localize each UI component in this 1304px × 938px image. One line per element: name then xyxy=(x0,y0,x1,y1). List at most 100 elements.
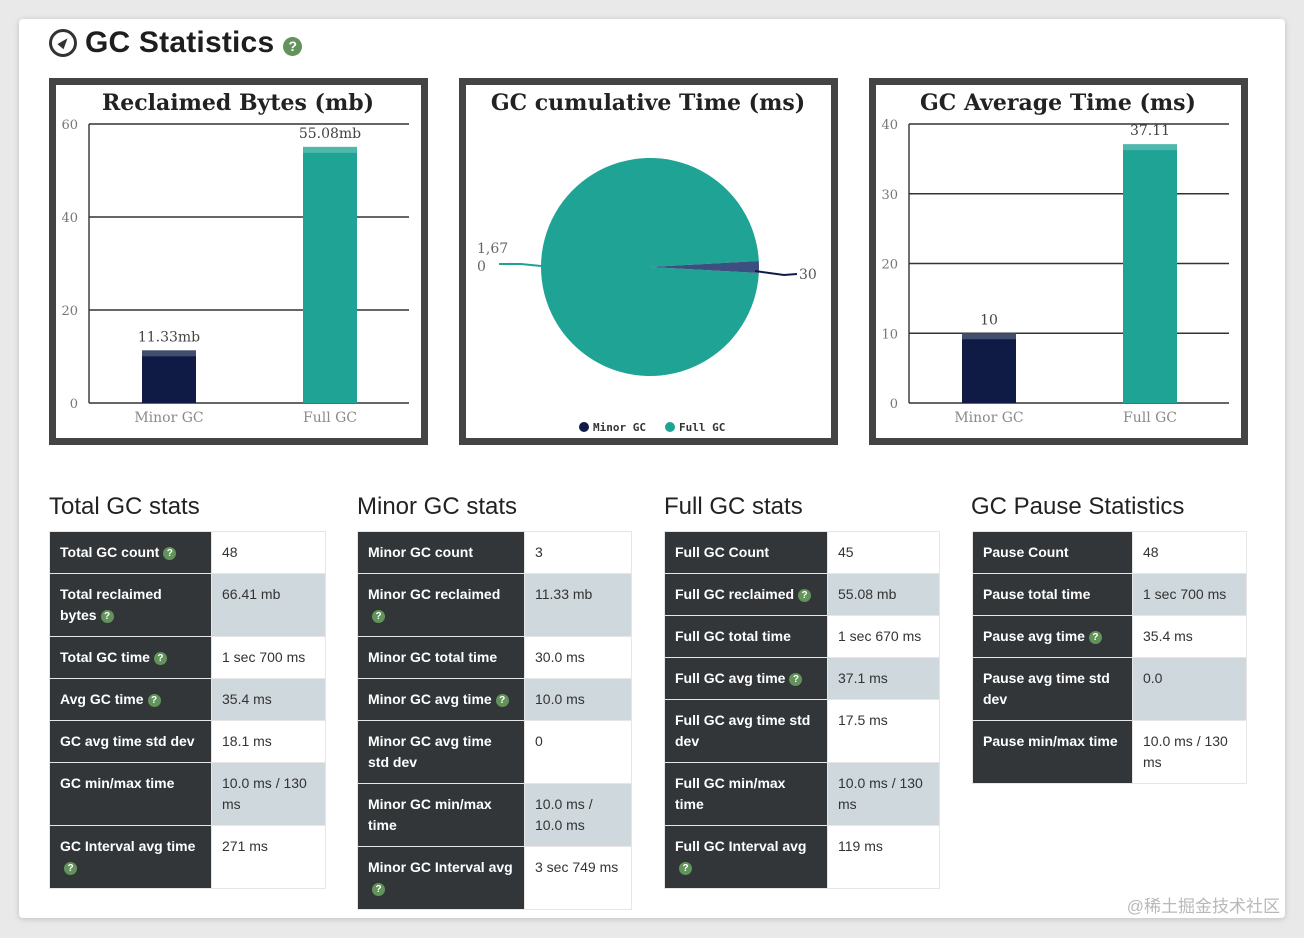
stat-name: Minor GC total time xyxy=(357,636,525,679)
pie-label-minor: 30 xyxy=(799,267,817,283)
x-tick-label: Full GC xyxy=(303,410,357,426)
legend-marker-minor-gc xyxy=(579,422,589,432)
stat-name: Minor GC count xyxy=(357,531,525,574)
stat-name: Minor GC avg time std dev xyxy=(357,720,525,784)
table-row: Pause total time 1 sec 700 ms xyxy=(972,573,1247,616)
y-tick-label: 10 xyxy=(881,327,898,342)
total-gc-stats-table: Total GC count? 48 Total reclaimed bytes? 6… xyxy=(49,531,326,889)
question-circle-icon[interactable]: ? xyxy=(163,546,177,560)
stat-name: GC Interval avg time? xyxy=(49,825,212,889)
stat-name: Full GC Interval avg? xyxy=(664,825,828,889)
table-row: Pause avg time std dev 0.0 xyxy=(972,657,1247,721)
stat-name-label: Pause total time xyxy=(983,586,1091,602)
x-tick-label: Full GC xyxy=(1123,410,1177,426)
stat-value: 45 xyxy=(827,531,940,574)
stat-value: 10.0 ms / 130 ms xyxy=(1132,720,1247,784)
pie-slice-full-gc xyxy=(541,158,759,376)
table-row: Minor GC total time 30.0 ms xyxy=(357,636,632,679)
stat-name-label: Minor GC min/max time xyxy=(368,796,492,833)
data-label: 11.33mb xyxy=(138,329,200,345)
stat-value: 18.1 ms xyxy=(211,720,326,763)
y-tick-label: 20 xyxy=(61,304,78,319)
question-circle-icon[interactable]: ? xyxy=(153,651,167,665)
stat-name-label: Full GC Count xyxy=(675,544,770,560)
cumulative-time-svg: GC cumulative Time (ms) 30 1,67 0 Minor GC Fu… xyxy=(477,90,817,434)
page-title: GC Statistics xyxy=(85,26,275,59)
question-circle-icon[interactable]: ? xyxy=(283,36,303,56)
chart-title: GC cumulative Time (ms) xyxy=(491,90,805,116)
full-gc-stats-table: Full GC Count 45 Full GC reclaimed? 55.08 m… xyxy=(664,531,940,889)
x-tick-label: Minor GC xyxy=(134,410,203,426)
table-row: Total reclaimed bytes? 66.41 mb xyxy=(49,573,326,637)
label-leader-minor xyxy=(754,270,798,277)
table-row: GC avg time std dev 18.1 ms xyxy=(49,720,326,763)
stat-name: Minor GC min/max time xyxy=(357,783,525,847)
chart-title: GC Average Time (ms) xyxy=(920,90,1196,116)
question-circle-icon[interactable]: ? xyxy=(495,693,509,707)
table-row: Minor GC reclaimed? 11.33 mb xyxy=(357,573,632,637)
legend-marker-full-gc xyxy=(665,422,675,432)
stat-name-label: Avg GC time xyxy=(60,691,144,707)
question-circle-icon[interactable]: ? xyxy=(679,861,692,875)
stat-name-label: Full GC min/max time xyxy=(675,775,786,812)
stat-name-label: Minor GC reclaimed xyxy=(368,586,501,602)
stat-name-label: Full GC reclaimed xyxy=(675,586,795,602)
stat-name-label: Total reclaimed bytes xyxy=(60,586,162,623)
table-row: Full GC Interval avg? 119 ms xyxy=(664,825,940,889)
table-row: Total GC count? 48 xyxy=(49,531,326,574)
stat-name-label: Total GC count xyxy=(60,544,160,560)
table-row: Minor GC min/max time 10.0 ms / 10.0 ms xyxy=(357,783,632,847)
stat-value: 11.33 mb xyxy=(524,573,632,637)
stat-name-label: Minor GC avg time std dev xyxy=(368,733,492,770)
data-label: 37.11 xyxy=(1130,123,1170,139)
question-circle-icon[interactable]: ? xyxy=(372,882,385,896)
y-tick-label: 0 xyxy=(70,397,78,412)
stat-value: 271 ms xyxy=(211,825,326,889)
stat-value: 48 xyxy=(211,531,326,574)
question-circle-icon[interactable]: ? xyxy=(64,861,77,875)
y-tick-label: 20 xyxy=(881,258,898,273)
question-circle-icon[interactable]: ? xyxy=(100,609,114,623)
table-row: Minor GC avg time? 10.0 ms xyxy=(357,678,632,721)
question-circle-icon[interactable]: ? xyxy=(1088,630,1102,644)
stat-name-label: Minor GC total time xyxy=(368,649,498,665)
stat-value: 10.0 ms / 130 ms xyxy=(827,762,940,826)
stat-name-label: Minor GC Interval avg xyxy=(368,859,513,875)
stat-name-label: GC avg time std dev xyxy=(60,733,195,749)
stat-name-label: GC Interval avg time xyxy=(60,838,196,854)
pie-label-full-line2: 0 xyxy=(477,259,486,275)
bar-full-gc xyxy=(1123,144,1177,403)
legend-label-minor-gc: Minor GC xyxy=(593,421,646,434)
stat-value: 119 ms xyxy=(827,825,940,889)
gc-pause-stats-table: Pause Count 48 Pause total time 1 sec 700 m… xyxy=(972,531,1247,784)
stat-name: Total GC time? xyxy=(49,636,212,679)
table-row: GC Interval avg time? 271 ms xyxy=(49,825,326,889)
stat-name: Avg GC time? xyxy=(49,678,212,721)
stat-value: 1 sec 700 ms xyxy=(1132,573,1247,616)
stat-name-label: Full GC avg time xyxy=(675,670,786,686)
label-leader-full xyxy=(499,263,542,267)
bar-highlight xyxy=(962,333,1016,340)
data-label: 10 xyxy=(980,312,998,328)
question-circle-icon[interactable]: ? xyxy=(798,588,812,602)
stat-value: 0 xyxy=(524,720,632,784)
question-circle-icon[interactable]: ? xyxy=(147,693,161,707)
gc-pause-stats-title: GC Pause Statistics xyxy=(971,493,1185,520)
watermark: @稀土掘金技术社区 xyxy=(1126,897,1280,916)
question-circle-icon[interactable]: ? xyxy=(789,672,803,686)
data-label: 55.08mb xyxy=(299,126,361,142)
stat-value: 66.41 mb xyxy=(211,573,326,637)
bar-highlight xyxy=(1123,144,1177,151)
stat-name: Full GC min/max time xyxy=(664,762,828,826)
question-circle-icon[interactable]: ? xyxy=(372,609,385,623)
stat-name: Full GC Count xyxy=(664,531,828,574)
bar-minor-gc xyxy=(142,350,196,403)
stat-name: Pause min/max time xyxy=(972,720,1133,784)
stat-value: 10.0 ms / 10.0 ms xyxy=(524,783,632,847)
compass-icon xyxy=(49,29,77,57)
stat-value: 37.1 ms xyxy=(827,657,940,700)
pie-slice-minor-gc xyxy=(650,260,759,274)
table-row: Full GC avg time? 37.1 ms xyxy=(664,657,940,700)
minor-gc-stats-table: Minor GC count 3 Minor GC reclaimed? 11.33 … xyxy=(357,531,632,910)
gc-statistics-card: GC Statistics ? Reclaimed Bytes (mb) 0 20 4… xyxy=(19,19,1285,918)
